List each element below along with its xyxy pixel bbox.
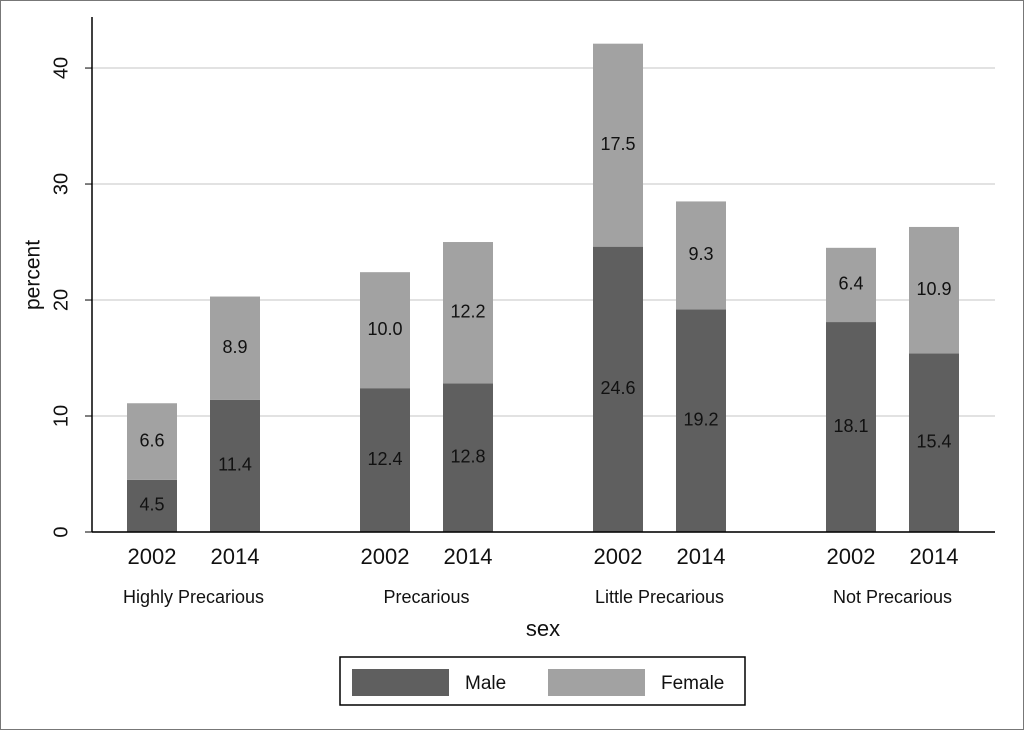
value-label: 24.6	[600, 378, 635, 398]
value-label: 18.1	[833, 416, 868, 436]
value-label: 15.4	[916, 431, 951, 451]
value-label: 12.8	[450, 447, 485, 467]
value-label: 6.4	[838, 274, 863, 294]
y-axis-title: percent	[22, 240, 45, 310]
bar-segment	[127, 403, 177, 480]
bar-segment	[593, 43, 643, 247]
legend-label: Female	[661, 673, 724, 694]
bar-segment	[210, 296, 260, 400]
x-tick-label: 2014	[677, 544, 726, 569]
value-label: 8.9	[222, 337, 247, 357]
legend-swatch	[352, 669, 449, 696]
bar-segment	[909, 226, 959, 354]
bar-segment	[443, 242, 493, 384]
y-tick-label: 0	[50, 526, 72, 537]
value-label: 12.4	[367, 449, 402, 469]
y-tick-label: 30	[50, 173, 72, 195]
y-tick-label: 40	[50, 57, 72, 79]
bar-segment	[127, 479, 177, 532]
value-label: 11.4	[218, 455, 252, 475]
value-label: 6.6	[139, 430, 164, 450]
x-tick-label: 2002	[361, 544, 410, 569]
value-label: 12.2	[450, 302, 485, 322]
x-tick-label: 2002	[827, 544, 876, 569]
value-label: 4.5	[139, 495, 164, 515]
bar-segment	[443, 383, 493, 532]
x-tick-label: 2014	[211, 544, 260, 569]
y-tick-label: 10	[50, 405, 72, 427]
bar-segment	[360, 272, 410, 389]
x-axis-title: sex	[526, 616, 560, 641]
x-tick-label: 2002	[128, 544, 177, 569]
x-tick-label: 2002	[594, 544, 643, 569]
y-tick-label: 20	[50, 289, 72, 311]
group-label: Precarious	[383, 587, 469, 607]
value-label: 10.0	[367, 319, 402, 339]
bar-segment	[593, 246, 643, 532]
group-label: Little Precarious	[595, 587, 724, 607]
value-label: 9.3	[688, 244, 713, 264]
group-label: Not Precarious	[833, 587, 952, 607]
bar-segment	[676, 309, 726, 532]
legend-swatch	[548, 669, 645, 696]
value-label: 10.9	[916, 279, 951, 299]
bar-segment	[826, 247, 876, 323]
value-label: 19.2	[683, 409, 718, 429]
value-label: 17.5	[600, 134, 635, 154]
bar-segment	[210, 399, 260, 532]
bar-segment	[909, 353, 959, 532]
bar-segment	[360, 388, 410, 532]
x-tick-label: 2014	[444, 544, 493, 569]
group-label: Highly Precarious	[123, 587, 264, 607]
bar-segment	[826, 322, 876, 532]
x-tick-label: 2014	[910, 544, 959, 569]
bar-segment	[676, 201, 726, 310]
legend-label: Male	[465, 673, 506, 694]
